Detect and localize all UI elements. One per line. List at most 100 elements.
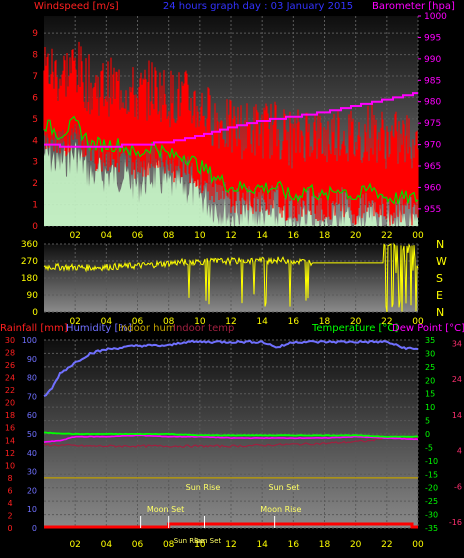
- temperature-tick-label: 30: [425, 349, 435, 358]
- rainfall-tick-label: 8: [7, 474, 12, 483]
- temperature-tick-label: 15: [425, 390, 435, 399]
- temperature-tick-label: 35: [425, 336, 435, 345]
- rainfall-tick-label: 24: [5, 374, 15, 383]
- temperature-tick-label: 0: [425, 430, 430, 439]
- barometer-tick-label: 995: [424, 33, 441, 43]
- temp-x-tick-label: 04: [101, 540, 113, 550]
- direction-x-tick-label: 00: [412, 317, 424, 327]
- rainfall-tick-label: 26: [5, 361, 15, 370]
- windspeed-tick-label: 9: [32, 29, 38, 39]
- compass-label-w: W: [436, 255, 447, 268]
- rainfall-axis-label: Rainfall [mm]: [0, 323, 68, 334]
- temp-x-tick-label: 02: [69, 540, 80, 550]
- humidity-tick-label: 30: [27, 468, 37, 477]
- indoor-hum-axis-label: Indoor hum: [118, 323, 176, 334]
- wind-x-tick-label: 10: [194, 231, 206, 241]
- wind-gust-area: [44, 139, 418, 226]
- humidity-tick-label: 80: [27, 374, 37, 383]
- direction-tick-label: 270: [21, 257, 38, 267]
- humidity-tick-label: 70: [27, 392, 37, 401]
- humidity-tick-label: 10: [27, 505, 37, 514]
- temperature-axis-label: Temperature [°C]: [311, 323, 398, 334]
- barometer-tick-label: 970: [424, 141, 441, 151]
- temperature-tick-label: -20: [425, 484, 438, 493]
- indoor-temp-axis-label: Indoor temp: [173, 323, 234, 334]
- sun-set-label: Sun Set: [269, 483, 300, 492]
- rainfall-tick-label: 20: [5, 399, 15, 408]
- wind-x-tick-label: 16: [288, 231, 300, 241]
- humidity-tick-label: 90: [27, 355, 37, 364]
- barometer-tick-label: 990: [424, 55, 441, 65]
- windspeed-tick-label: 6: [32, 93, 38, 103]
- temp-x-tick-label: 16: [288, 540, 300, 550]
- direction-tick-label: 90: [27, 291, 39, 301]
- moon-set-label: Moon Set: [147, 505, 184, 514]
- temp-x-tick-label: 10: [194, 540, 206, 550]
- temperature-tick-label: 20: [425, 376, 435, 385]
- humidity-axis-label: Humidity [%]: [66, 323, 132, 334]
- wind-x-tick-label: 12: [225, 231, 236, 241]
- sun-set-label-bottom: Sun Set: [194, 537, 221, 545]
- rainfall-tick-label: 12: [5, 449, 15, 458]
- barometer-tick-label: 980: [424, 98, 441, 108]
- rainfall-tick-label: 14: [5, 436, 15, 445]
- sun-rise-label-bottom: Sun Rise: [174, 537, 204, 545]
- chart-title: 24 hours graph day : 03 January 2015: [163, 1, 353, 12]
- rainfall-tick-label: 28: [5, 349, 15, 358]
- direction-x-tick-label: 04: [101, 317, 113, 327]
- compass-label-n: N: [436, 238, 444, 251]
- temperature-tick-label: -10: [425, 457, 438, 466]
- windspeed-axis-label: Windspeed [m/s]: [34, 1, 119, 12]
- dewpoint-axis-label: Dew Point [°C]: [392, 323, 464, 334]
- dewpoint-tick-label: 34: [452, 339, 462, 348]
- temp-x-tick-label: 20: [350, 540, 362, 550]
- temperature-tick-label: -35: [425, 524, 438, 533]
- windspeed-tick-label: 4: [32, 136, 38, 146]
- temperature-tick-label: 5: [425, 417, 430, 426]
- windspeed-tick-label: 2: [32, 179, 38, 189]
- humidity-tick-label: 100: [22, 336, 37, 345]
- humidity-tick-label: 50: [27, 430, 37, 439]
- humidity-series: [43, 339, 419, 398]
- windspeed-tick-label: 1: [32, 201, 38, 211]
- direction-x-tick-label: 10: [194, 317, 206, 327]
- temp-x-tick-label: 00: [412, 540, 424, 550]
- direction-x-tick-label: 16: [288, 317, 300, 327]
- dewpoint-tick-label: -16: [449, 518, 462, 527]
- rainfall-tick-label: 2: [7, 511, 12, 520]
- temperature-series: [44, 431, 419, 438]
- direction-x-tick-label: 20: [350, 317, 362, 327]
- rainfall-tick-label: 30: [5, 336, 15, 345]
- wind-x-tick-label: 00: [412, 231, 424, 241]
- rainfall-tick-label: 10: [5, 461, 15, 470]
- temp-x-tick-label: 22: [381, 540, 392, 550]
- windspeed-series: [43, 41, 419, 226]
- direction-tick-label: 0: [32, 308, 38, 318]
- moon-rise-label: Moon Rise: [260, 505, 301, 514]
- rainfall-tick-label: 22: [5, 386, 15, 395]
- direction-x-tick-label: 02: [69, 317, 80, 327]
- temperature-tick-label: 10: [425, 403, 435, 412]
- barometer-axis-label: Barometer [hpa]: [372, 1, 455, 12]
- dewpoint-tick-label: 4: [457, 447, 462, 456]
- direction-x-tick-label: 14: [256, 317, 268, 327]
- wind-x-tick-label: 02: [69, 231, 80, 241]
- dewpoint-series: [43, 434, 419, 443]
- wind-x-tick-label: 22: [381, 231, 392, 241]
- sun-rise-label: Sun Rise: [186, 483, 221, 492]
- windspeed-tick-label: 7: [32, 72, 38, 82]
- wind-x-tick-label: 04: [101, 231, 113, 241]
- barometer-tick-label: 955: [424, 205, 441, 215]
- windspeed-tick-label: 5: [32, 115, 38, 125]
- compass-label-e: E: [436, 289, 443, 302]
- barometer-tick-label: 960: [424, 183, 441, 193]
- humidity-tick-label: 40: [27, 449, 37, 458]
- direction-x-tick-label: 18: [319, 317, 331, 327]
- rainfall-tick-label: 6: [7, 486, 12, 495]
- direction-x-tick-label: 06: [132, 317, 144, 327]
- compass-label-n: N: [436, 306, 444, 319]
- rainfall-tick-label: 18: [5, 411, 15, 420]
- direction-x-tick-label: 08: [163, 317, 175, 327]
- temperature-tick-label: -25: [425, 497, 438, 506]
